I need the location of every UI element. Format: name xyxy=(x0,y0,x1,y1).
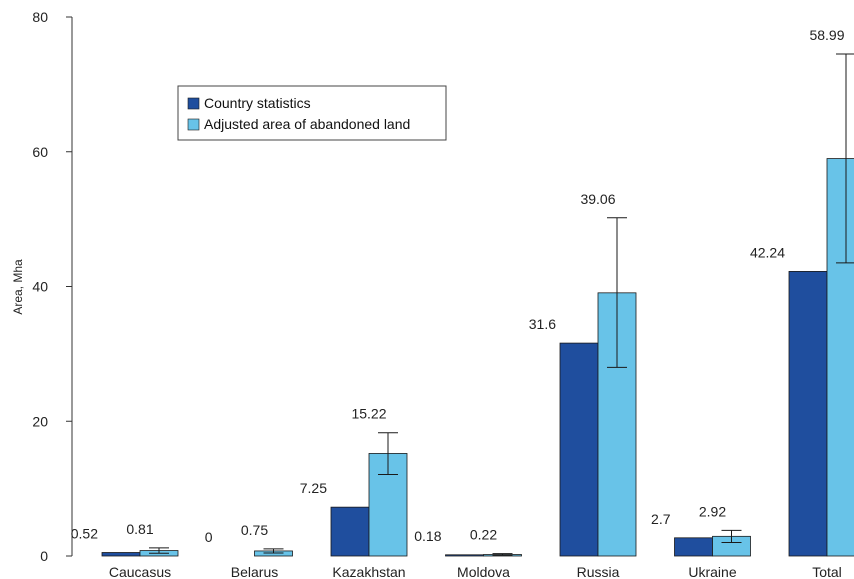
axes: 0 20 40 60 80 xyxy=(32,9,73,564)
category-label: Kazakhstan xyxy=(332,564,405,579)
y-tick-label: 20 xyxy=(32,413,48,429)
value-label-adjusted-area: 15.22 xyxy=(351,406,386,422)
category-label: Moldova xyxy=(457,564,510,579)
bar-adjusted-area xyxy=(826,158,854,557)
bar-country-statistics xyxy=(330,506,370,557)
value-label-country-statistics: 0 xyxy=(205,529,213,545)
value-label-adjusted-area: 0.22 xyxy=(470,527,497,543)
legend-swatch xyxy=(187,118,200,131)
y-axis-title: Area, Mha xyxy=(11,259,25,315)
value-label-country-statistics: 0.18 xyxy=(414,528,441,544)
value-label-adjusted-area: 58.99 xyxy=(809,27,844,43)
y-tick-label: 80 xyxy=(32,9,48,25)
category-label: Russia xyxy=(577,564,620,579)
value-label-country-statistics: 2.7 xyxy=(651,511,671,527)
bars: 0.52 0.81 Caucasus 0 0.75 Belarus 7.25 15.22 Kaz… xyxy=(71,27,854,579)
category-label: Ukraine xyxy=(688,564,736,579)
y-tick-label: 60 xyxy=(32,144,48,160)
bar-country-statistics xyxy=(788,271,828,557)
value-label-country-statistics: 42.24 xyxy=(750,244,785,260)
legend: Country statistics Adjusted area of aband… xyxy=(177,85,447,141)
category-label: Total xyxy=(812,564,842,579)
category-label: Belarus xyxy=(231,564,278,579)
legend-label: Adjusted area of abandoned land xyxy=(204,116,410,132)
legend-label: Country statistics xyxy=(204,95,311,111)
bar-country-statistics xyxy=(101,552,141,557)
bar-country-statistics xyxy=(674,537,713,557)
value-label-country-statistics: 0.52 xyxy=(71,525,98,541)
value-label-adjusted-area: 0.81 xyxy=(126,521,153,537)
legend-box xyxy=(177,85,447,141)
value-label-adjusted-area: 0.75 xyxy=(241,522,268,538)
value-label-country-statistics: 7.25 xyxy=(300,480,327,496)
value-label-country-statistics: 31.6 xyxy=(529,316,556,332)
y-tick-label: 0 xyxy=(40,548,48,564)
bar-country-statistics xyxy=(445,554,484,557)
y-tick-label: 40 xyxy=(32,279,48,295)
category-label: Caucasus xyxy=(109,564,171,579)
bar-country-statistics xyxy=(559,342,599,557)
value-label-adjusted-area: 2.92 xyxy=(699,503,726,519)
legend-swatch xyxy=(187,97,200,110)
value-label-adjusted-area: 39.06 xyxy=(580,191,615,207)
